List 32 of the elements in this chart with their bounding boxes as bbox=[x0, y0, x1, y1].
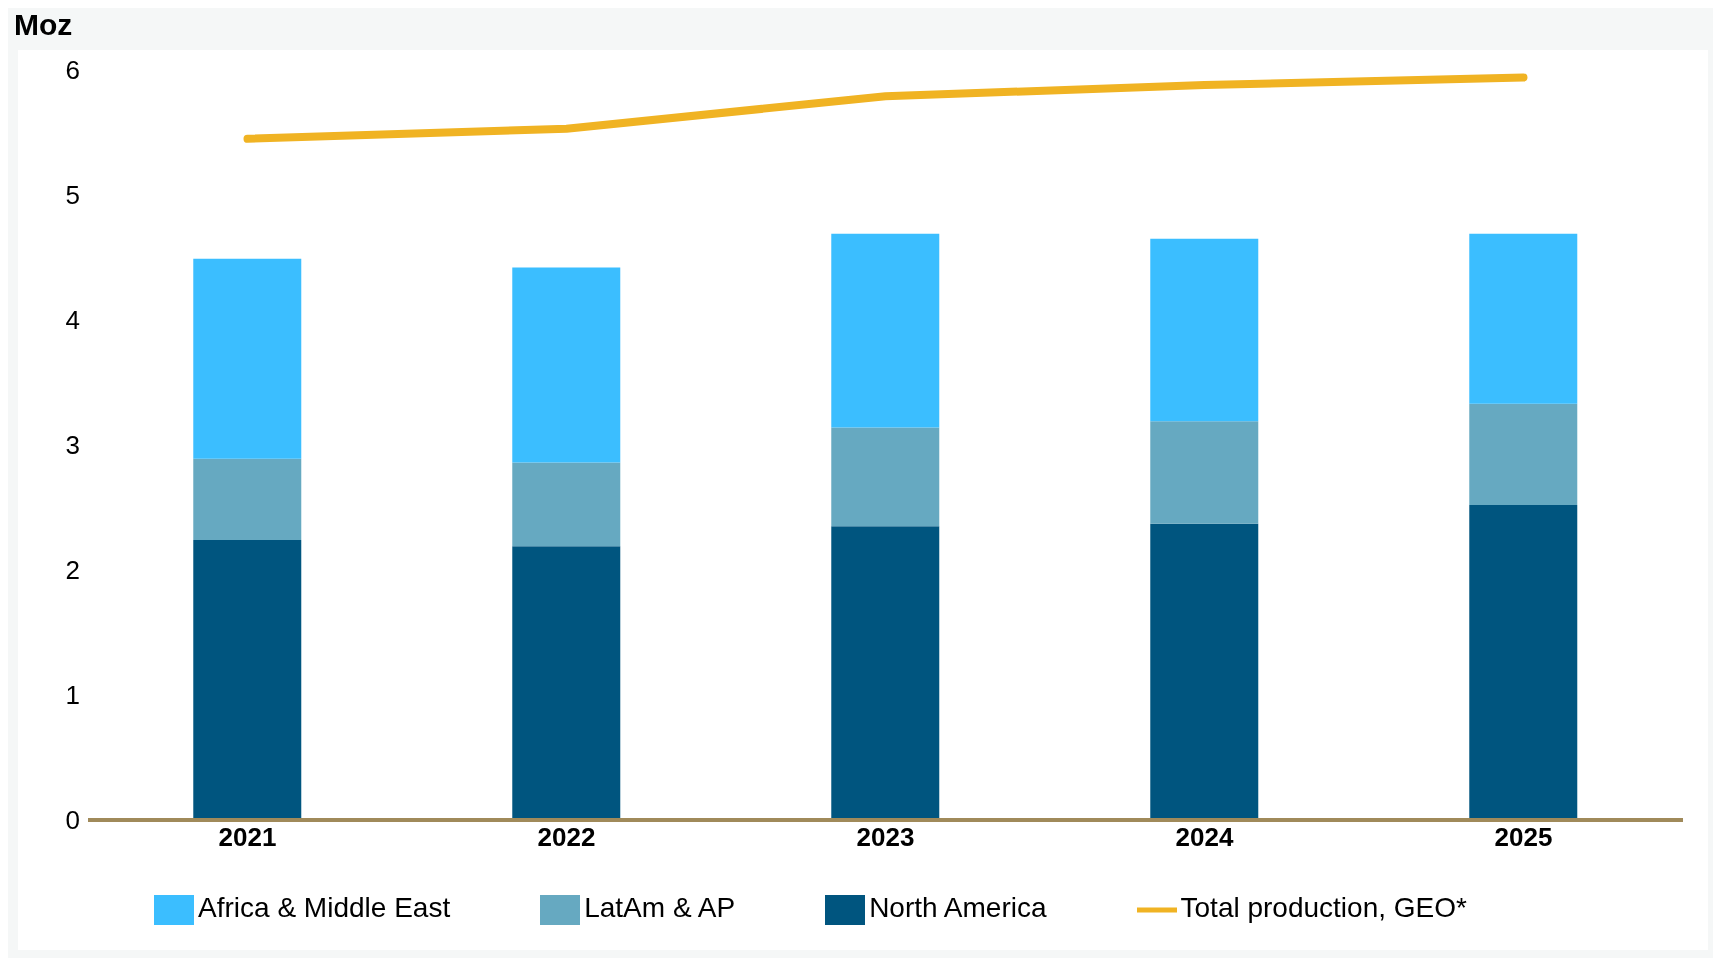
bar bbox=[512, 462, 621, 547]
y-tick-label: 5 bbox=[65, 180, 80, 211]
bar bbox=[1469, 505, 1578, 820]
bar bbox=[193, 258, 302, 459]
x-tick-label: 2022 bbox=[537, 822, 596, 853]
y-tick-label: 4 bbox=[65, 305, 80, 336]
x-tick-label: 2021 bbox=[218, 822, 277, 853]
x-tick-label: 2025 bbox=[1494, 822, 1553, 853]
bar bbox=[1150, 523, 1259, 820]
bar bbox=[1150, 238, 1259, 422]
bar bbox=[1469, 403, 1578, 505]
legend-label: North America bbox=[869, 892, 1047, 924]
bar bbox=[193, 540, 302, 820]
bar bbox=[831, 233, 940, 428]
bar bbox=[1150, 421, 1259, 524]
y-tick-label: 1 bbox=[65, 680, 80, 711]
y-axis-title: Moz bbox=[14, 8, 73, 42]
legend-label: Africa & Middle East bbox=[198, 892, 451, 924]
bar bbox=[512, 267, 621, 463]
bar bbox=[193, 458, 302, 540]
bar bbox=[512, 546, 621, 820]
legend-label: LatAm & AP bbox=[584, 892, 736, 924]
bar bbox=[831, 427, 940, 527]
x-tick-label: 2024 bbox=[1175, 822, 1234, 853]
y-tick-label: 3 bbox=[65, 430, 80, 461]
y-tick-label: 6 bbox=[65, 55, 80, 86]
x-tick-label: 2023 bbox=[856, 822, 915, 853]
y-tick-label: 0 bbox=[65, 805, 80, 836]
legend-label: Total production, GEO* bbox=[1180, 892, 1467, 924]
bar bbox=[1469, 233, 1578, 404]
y-tick-label: 2 bbox=[65, 555, 80, 586]
bar bbox=[831, 526, 940, 820]
